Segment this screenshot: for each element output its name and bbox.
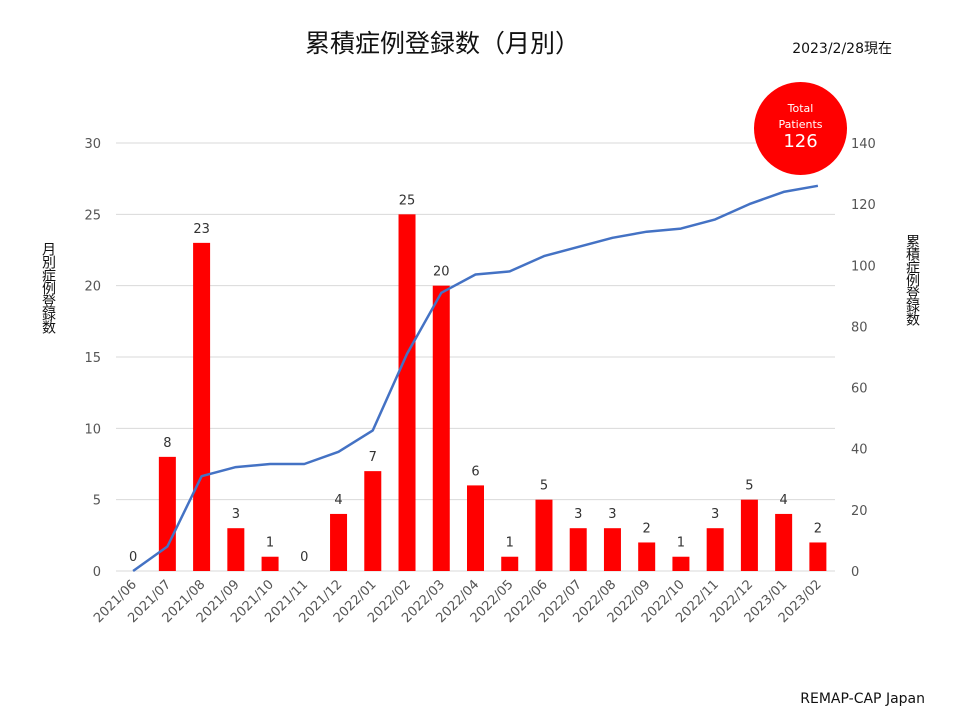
right-tick-label: 80 xyxy=(851,320,868,335)
bar-series xyxy=(158,214,827,572)
left-tick-label: 15 xyxy=(84,351,101,366)
bar-data-label: 3 xyxy=(608,507,616,522)
bar-data-label: 23 xyxy=(193,222,210,237)
bar-data-label: 8 xyxy=(163,436,171,451)
bar xyxy=(261,556,279,571)
bar xyxy=(535,499,553,571)
right-tick-label: 140 xyxy=(851,137,876,152)
right-tick-label: 120 xyxy=(851,198,876,213)
bar-data-label: 2 xyxy=(643,521,651,536)
cumulative-line xyxy=(132,184,819,573)
right-tick-label: 60 xyxy=(851,382,868,397)
bar-data-label: 0 xyxy=(129,550,137,565)
badge-line1: Total xyxy=(787,102,814,115)
bar-data-label: 0 xyxy=(300,550,308,565)
bar-data-label: 4 xyxy=(334,493,342,508)
left-tick-label: 10 xyxy=(84,422,101,437)
bar xyxy=(672,556,690,571)
bar-data-label: 1 xyxy=(506,536,514,551)
bar xyxy=(330,513,348,571)
left-tick-label: 30 xyxy=(84,137,101,152)
source-credit: REMAP-CAP Japan xyxy=(800,691,925,707)
bar xyxy=(638,542,656,571)
bar-data-label: 3 xyxy=(232,507,240,522)
left-tick-label: 0 xyxy=(93,565,101,580)
badge-line2: Patients xyxy=(778,118,823,131)
bar xyxy=(501,556,519,571)
bar-data-label: 6 xyxy=(471,464,479,479)
bar xyxy=(467,485,484,571)
bar-data-label: 3 xyxy=(711,507,719,522)
total-patients-badge: Total Patients 126 xyxy=(754,82,847,175)
bar-data-label: 7 xyxy=(369,450,377,465)
bar-data-label: 2 xyxy=(814,521,822,536)
bar xyxy=(775,513,793,571)
bar xyxy=(158,456,176,571)
bar-data-label: 1 xyxy=(677,536,685,551)
bar-data-label: 5 xyxy=(540,479,548,494)
bar xyxy=(706,528,724,571)
right-tick-label: 100 xyxy=(851,259,876,274)
right-tick-label: 0 xyxy=(851,565,859,580)
right-axis-label: 累積症例登録数 xyxy=(904,234,920,325)
cumulative-line-series xyxy=(132,184,819,573)
x-axis-ticks: 2021/062021/072021/082021/092021/102021/… xyxy=(91,577,825,626)
bar xyxy=(603,528,621,571)
bar xyxy=(398,214,416,572)
bar-data-label: 25 xyxy=(399,193,416,208)
bar-data-label: 20 xyxy=(433,265,450,280)
badge-value: 126 xyxy=(783,131,818,152)
left-axis-ticks: 0 5 10 15 20 25 30 xyxy=(84,137,101,580)
right-tick-label: 20 xyxy=(851,504,868,519)
bar-data-labels: 0 8 23 3 1 0 4 7 25 20 6 1 5 3 3 2 1 3 5 4 2 xyxy=(129,193,822,565)
chart-title: 累積症例登録数（月別） xyxy=(304,29,580,58)
bar xyxy=(569,528,587,571)
bar-data-label: 5 xyxy=(745,479,753,494)
left-tick-label: 5 xyxy=(93,494,101,509)
bar-data-label: 1 xyxy=(266,536,274,551)
right-axis-ticks: 0 20 40 60 80 100 120 140 xyxy=(851,137,876,580)
right-tick-label: 40 xyxy=(851,443,868,458)
bar xyxy=(364,471,382,571)
as-of-date: 2023/2/28現在 xyxy=(792,41,892,57)
left-axis-label: 月別症例登録数 xyxy=(40,242,56,333)
bar-data-label: 3 xyxy=(574,507,582,522)
left-tick-label: 25 xyxy=(84,208,101,223)
bar xyxy=(193,242,211,571)
bar-data-label: 4 xyxy=(780,493,788,508)
left-tick-label: 20 xyxy=(84,280,101,295)
bar xyxy=(227,528,245,571)
bar xyxy=(809,542,827,571)
bar xyxy=(740,499,758,571)
bar xyxy=(432,285,450,571)
